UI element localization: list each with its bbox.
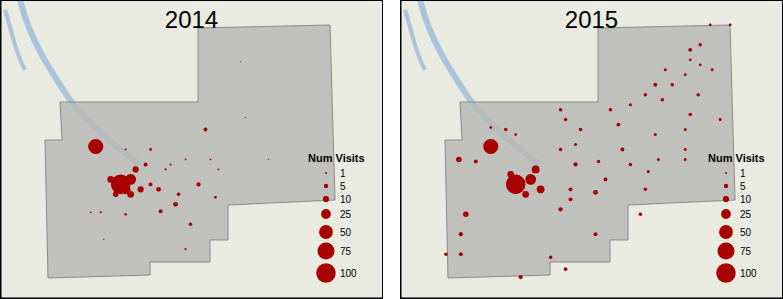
svg-text:10: 10 (740, 194, 752, 205)
svg-text:Num Visits: Num Visits (708, 152, 765, 164)
svg-text:100: 100 (340, 268, 357, 279)
svg-text:25: 25 (740, 209, 752, 220)
svg-text:25: 25 (340, 209, 352, 220)
svg-text:1: 1 (340, 168, 346, 179)
svg-text:Num Visits: Num Visits (308, 152, 365, 164)
html-text:2014: 2014 (164, 6, 219, 33)
svg-text:50: 50 (740, 227, 752, 238)
svg-text:1: 1 (740, 168, 746, 179)
svg-text:100: 100 (740, 268, 757, 279)
svg-text:10: 10 (340, 194, 352, 205)
svg-text:5: 5 (740, 181, 746, 192)
html-text:2015: 2015 (564, 6, 619, 33)
svg-text:75: 75 (340, 246, 352, 257)
svg-text:75: 75 (740, 246, 752, 257)
svg-text:5: 5 (340, 181, 346, 192)
svg-text:50: 50 (340, 227, 352, 238)
